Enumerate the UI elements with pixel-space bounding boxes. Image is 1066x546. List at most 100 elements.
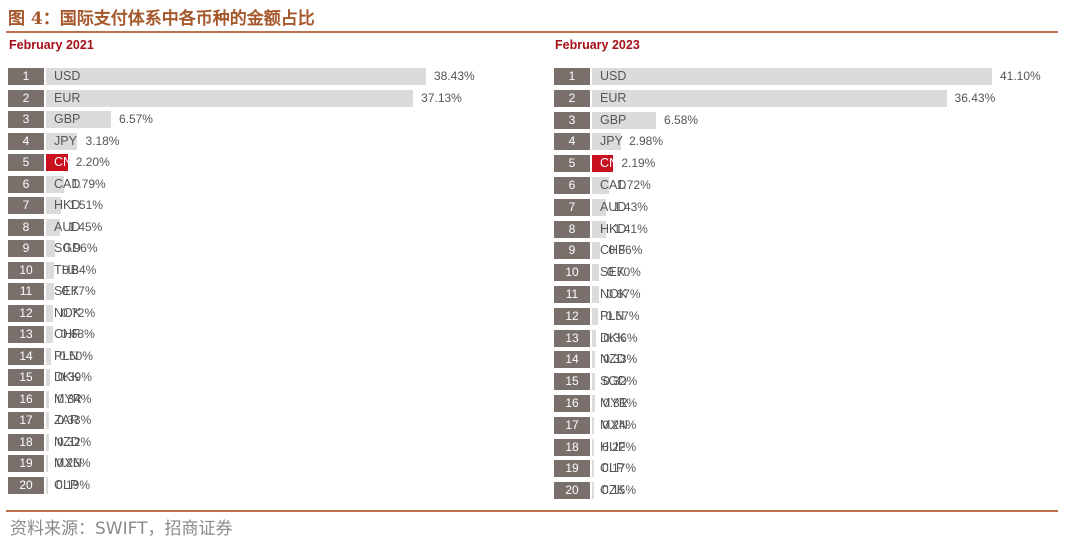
rank-label: 8 xyxy=(554,220,590,238)
currency-label: SEK xyxy=(54,284,80,298)
bar-2021-mxn xyxy=(46,455,49,472)
value-label: 0.33% xyxy=(603,352,638,367)
source-note: 资料来源：SWIFT，招商证券 xyxy=(10,519,233,539)
rank-label: 2 xyxy=(554,89,590,107)
rank-label: 20 xyxy=(554,482,590,500)
rank-label: 2 xyxy=(8,89,44,107)
rank-label: 7 xyxy=(554,198,590,216)
value-label: 0.31% xyxy=(603,396,638,410)
rank-label: 6 xyxy=(8,175,44,193)
currency-label: SGD xyxy=(54,241,82,255)
rank-label: 1 xyxy=(8,68,44,85)
bar-row-2021-cny: 5 CNY 2.20% xyxy=(8,154,528,171)
currency-label: USD xyxy=(600,69,627,83)
bar-2021-nzd xyxy=(46,433,50,451)
currency-label: CLP xyxy=(54,477,79,492)
bar-row-2021-myr: 16 MYR 0.34% xyxy=(8,390,528,408)
currency-label: DKK xyxy=(54,370,80,384)
bar-2021-hkd xyxy=(46,197,61,214)
bar-2023-dkk xyxy=(592,329,596,347)
bar-2023-clp xyxy=(592,460,594,478)
bar-2023-aud xyxy=(592,198,606,216)
rank-label: 12 xyxy=(554,307,590,325)
bar-2023-cny xyxy=(592,155,614,173)
bar-2021-myr xyxy=(46,390,50,408)
rank-label: 20 xyxy=(8,476,44,494)
bar-row-2023-czk: 20 CZK 0.15% xyxy=(554,482,1054,500)
rank-label: 16 xyxy=(8,390,44,408)
currency-label: SGD xyxy=(600,374,628,389)
currency-label: CAD xyxy=(54,176,81,191)
value-label: 1.43% xyxy=(613,199,648,214)
bar-row-2021-mxn: 19 MXN 0.25% xyxy=(8,455,528,472)
currency-label: AUD xyxy=(54,219,81,234)
value-label: 0.22% xyxy=(602,439,637,454)
bar-2021-gbp xyxy=(46,111,111,128)
rank-label: 17 xyxy=(554,416,590,434)
currency-label: PLN xyxy=(600,308,625,323)
bar-row-2023-sgd: 15 SGD 0.32% xyxy=(554,373,1054,391)
value-label: 0.84% xyxy=(62,262,97,277)
currency-label: SEK xyxy=(600,265,626,280)
bar-row-2021-dkk: 15 DKK 0.39% xyxy=(8,369,528,386)
rank-label: 16 xyxy=(554,395,590,412)
bar-row-2021-usd: 1 USD 38.43% xyxy=(8,68,528,85)
bar-row-2023-nok: 11 NOK 0.67% xyxy=(554,286,1054,303)
bar-row-2023-cad: 6 CAD 1.72% xyxy=(554,177,1054,194)
rank-label: 8 xyxy=(8,218,44,236)
value-label: 0.32% xyxy=(57,434,92,449)
bar-row-2021-nzd: 18 NZD 0.32% xyxy=(8,433,528,451)
bar-row-2023-eur: 2 EUR 36.43% xyxy=(554,89,1054,107)
currency-label: CZK xyxy=(600,483,625,498)
bar-row-2023-jpy: 4 JPY 2.98% xyxy=(554,133,1054,151)
currency-label: MYR xyxy=(600,396,628,410)
value-label: 3.18% xyxy=(85,133,120,148)
bar-2021-nok xyxy=(46,304,54,322)
rank-label: 15 xyxy=(8,369,44,386)
value-label: 38.43% xyxy=(434,69,475,83)
currency-label: MYR xyxy=(54,391,82,406)
bar-row-2021-thb: 10 THB 0.84% xyxy=(8,261,528,279)
rank-label: 3 xyxy=(8,111,44,128)
bar-2023-pln xyxy=(592,307,598,325)
value-label: 0.96% xyxy=(63,241,98,255)
rank-label: 5 xyxy=(8,154,44,171)
rank-label: 19 xyxy=(554,460,590,478)
bar-2021-usd xyxy=(46,68,426,85)
currency-label: CNY xyxy=(54,155,81,169)
value-label: 6.57% xyxy=(118,112,153,126)
value-label: 1.45% xyxy=(68,219,103,234)
rank-label: 9 xyxy=(8,240,44,257)
currency-label: CHF xyxy=(54,327,80,341)
bar-2023-nzd xyxy=(592,351,596,369)
bar-2021-cad xyxy=(46,175,64,193)
currency-label: JPY xyxy=(54,133,77,148)
bar-2021-eur xyxy=(46,89,414,107)
top-divider xyxy=(6,31,1058,33)
rank-label: 12 xyxy=(8,304,44,322)
value-label: 0.68% xyxy=(60,327,95,341)
currency-label: HKD xyxy=(54,198,81,212)
currency-label: THB xyxy=(54,262,79,277)
chart-title-2021: February 2021 xyxy=(9,38,94,52)
rank-label: 14 xyxy=(554,351,590,369)
currency-label: HKD xyxy=(600,221,627,236)
value-label: 2.98% xyxy=(629,134,664,149)
value-label: 2.20% xyxy=(75,155,110,169)
value-label: 1.79% xyxy=(71,176,106,191)
currency-label: HUF xyxy=(600,439,626,454)
bar-2021-pln xyxy=(46,347,51,365)
bar-row-2023-usd: 1 USD 41.10% xyxy=(554,68,1054,85)
rank-label: 11 xyxy=(554,286,590,303)
value-label: 0.24% xyxy=(602,417,637,432)
bar-2023-chf xyxy=(592,242,601,260)
currency-label: MXN xyxy=(54,456,82,470)
value-label: 0.72% xyxy=(61,305,96,320)
currency-label: PLN xyxy=(54,348,79,363)
currency-label: GBP xyxy=(54,112,81,126)
currency-label: USD xyxy=(54,69,81,83)
rank-label: 10 xyxy=(8,261,44,279)
value-label: 6.58% xyxy=(664,112,699,127)
value-label: 0.57% xyxy=(605,308,640,323)
bar-2021-sek xyxy=(46,283,54,300)
